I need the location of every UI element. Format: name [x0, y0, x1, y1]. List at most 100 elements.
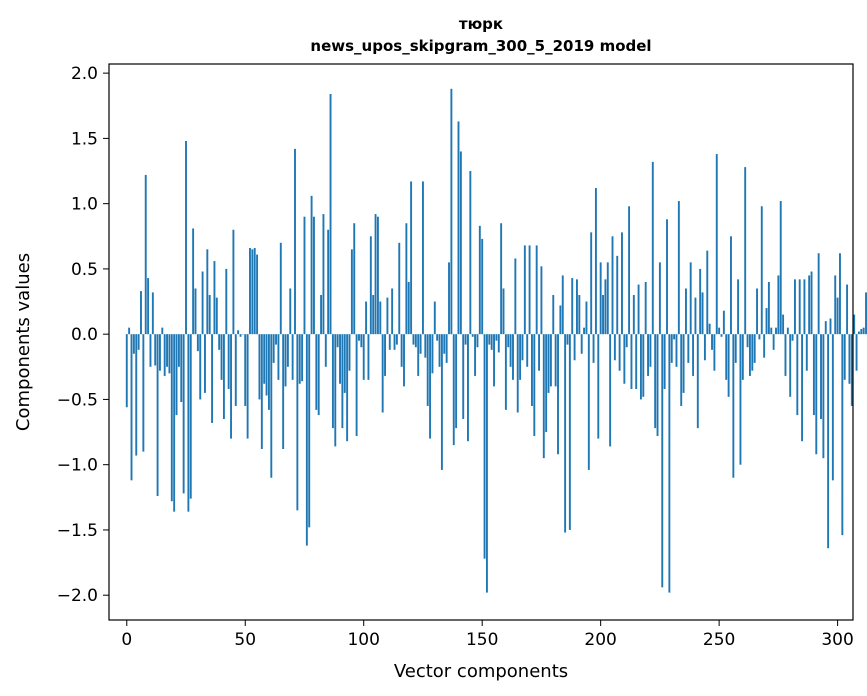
bar-312	[865, 292, 867, 335]
bar-103	[369, 236, 372, 335]
bar-120	[410, 181, 413, 335]
y-tick-label: 0.0	[71, 325, 98, 345]
bar-264	[751, 334, 754, 371]
bar-54	[253, 248, 256, 335]
bar-22	[177, 334, 180, 367]
bar-209	[621, 232, 623, 335]
bar-179	[549, 334, 552, 387]
bar-59	[265, 334, 268, 396]
bar-63	[275, 334, 277, 345]
bar-310	[860, 328, 863, 335]
bar-191	[578, 295, 581, 335]
bar-111	[388, 334, 391, 350]
bar-89	[336, 334, 339, 348]
x-tick-label: 150	[466, 630, 498, 650]
x-axis-label: Vector components	[394, 661, 568, 682]
bar-189	[573, 334, 576, 361]
bar-134	[443, 334, 446, 354]
bar-169	[526, 334, 529, 367]
bar-117	[403, 334, 405, 387]
bar-239	[692, 334, 695, 376]
bar-118	[405, 223, 408, 335]
bar-241	[696, 334, 699, 429]
bar-281	[791, 334, 794, 341]
bar-223	[654, 334, 657, 429]
bar-162	[509, 334, 512, 367]
bar-286	[803, 279, 806, 335]
bar-224	[656, 334, 659, 436]
bar-231	[673, 334, 676, 340]
bar-207	[616, 255, 619, 335]
bar-177	[545, 334, 548, 433]
bar-229	[668, 334, 671, 593]
bar-37	[213, 261, 216, 335]
bar-68	[286, 334, 289, 367]
bar-276	[779, 201, 782, 335]
bar-186	[566, 334, 569, 345]
bar-197	[592, 334, 595, 363]
bar-129	[431, 334, 434, 374]
bar-127	[426, 334, 429, 406]
bar-95	[350, 249, 353, 335]
bar-146	[471, 334, 474, 337]
bar-71	[294, 148, 296, 335]
plot-frame	[108, 63, 854, 621]
bar-192	[580, 334, 583, 354]
bar-172	[533, 334, 536, 436]
bar-171	[530, 334, 533, 406]
y-tick-label: −2.0	[57, 586, 98, 606]
x-tick-label: 0	[121, 630, 132, 650]
bar-142	[462, 334, 465, 420]
bar-2	[130, 334, 133, 481]
bar-282	[794, 279, 796, 335]
bar-11	[151, 292, 154, 335]
bar-251	[720, 334, 723, 337]
bar-96	[353, 223, 356, 335]
bar-135	[445, 334, 448, 363]
bar-84	[324, 334, 327, 367]
bars-group	[125, 88, 867, 593]
bar-257	[734, 334, 737, 363]
bar-295	[824, 321, 827, 335]
bar-176	[542, 334, 545, 459]
bar-60	[267, 334, 270, 410]
bar-238	[689, 262, 692, 335]
bar-188	[571, 278, 574, 335]
bar-137	[450, 88, 453, 335]
bar-92	[343, 334, 346, 393]
bar-279	[786, 327, 789, 335]
bar-36	[211, 334, 214, 423]
bar-29	[194, 288, 197, 335]
bar-253	[725, 334, 728, 380]
bar-131	[436, 334, 439, 341]
bar-204	[609, 334, 612, 447]
bar-306	[850, 334, 853, 406]
bar-75	[303, 216, 306, 335]
bar-52	[249, 248, 251, 335]
bar-156	[495, 334, 498, 341]
bar-13	[156, 334, 159, 497]
bar-158	[500, 223, 503, 335]
bar-9	[147, 278, 150, 335]
bar-45	[232, 229, 235, 335]
bar-151	[483, 334, 486, 559]
bar-143	[464, 334, 467, 345]
bar-168	[523, 245, 526, 335]
bar-185	[564, 334, 567, 533]
bar-190	[576, 279, 578, 335]
bar-56	[258, 334, 261, 400]
bar-20	[173, 334, 176, 512]
bar-293	[820, 334, 822, 420]
bar-157	[497, 334, 500, 353]
bar-115	[398, 242, 401, 335]
bar-187	[568, 334, 571, 530]
bar-113	[393, 334, 396, 350]
bar-1	[128, 327, 131, 335]
bar-28	[192, 228, 195, 335]
bar-62	[272, 334, 275, 363]
bar-183	[559, 305, 562, 335]
bar-26	[187, 334, 190, 512]
bar-100	[362, 334, 365, 380]
bar-213	[630, 334, 633, 389]
